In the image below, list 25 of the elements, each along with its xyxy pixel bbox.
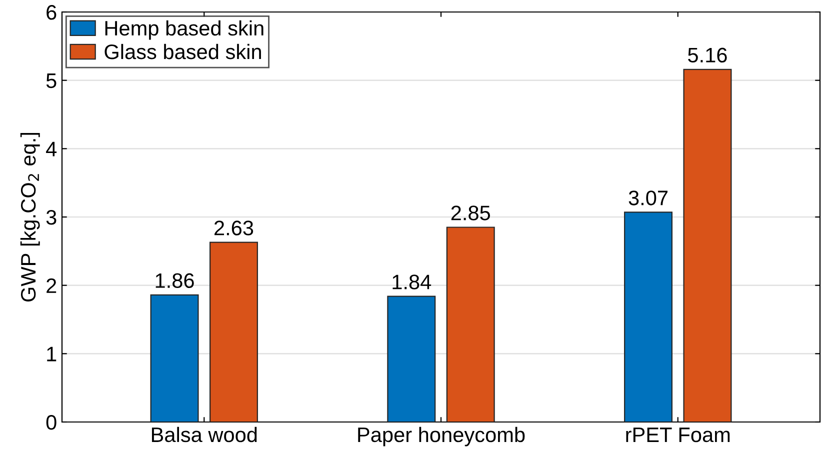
y-tick-label: 2 bbox=[46, 278, 56, 293]
y-tick-label: 5 bbox=[46, 74, 56, 88]
data-label: 5.16 bbox=[688, 48, 727, 63]
x-tick-label: rPET Foam bbox=[626, 428, 730, 442]
data-label: 1.86 bbox=[156, 273, 194, 288]
bar bbox=[387, 296, 436, 422]
x-tick-label: Balsa wood bbox=[152, 426, 257, 442]
data-label: 3.07 bbox=[628, 190, 668, 206]
bar bbox=[683, 68, 732, 422]
bar bbox=[624, 212, 673, 422]
y-axis-title: GWP [kg.CO$_{2}$ eq.] bbox=[20, 133, 40, 302]
data-label: 2.63 bbox=[214, 220, 254, 236]
legend-label: Glass based skin bbox=[104, 44, 261, 60]
x-tick-label: Paper honeycomb bbox=[358, 426, 525, 446]
bar bbox=[150, 294, 199, 422]
y-tick-label: 3 bbox=[46, 210, 56, 225]
bar bbox=[446, 226, 495, 422]
bar bbox=[209, 242, 258, 422]
y-tick-label: 1 bbox=[47, 346, 56, 362]
y-tick-label: 4 bbox=[46, 142, 57, 156]
legend-label: Hemp based skin bbox=[105, 20, 264, 40]
data-label: 2.85 bbox=[451, 206, 490, 220]
y-tick-label: 6 bbox=[46, 5, 56, 20]
y-tick-label: 0 bbox=[46, 415, 56, 430]
data-label: 1.84 bbox=[392, 274, 432, 290]
